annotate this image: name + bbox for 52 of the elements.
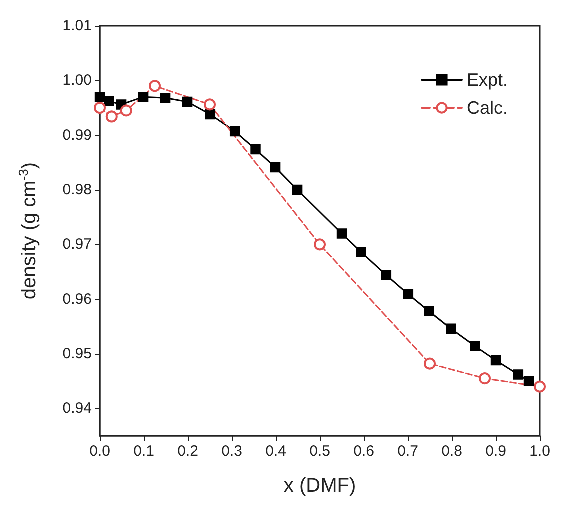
point [204, 98, 216, 111]
y-tick-label: 1.01 [62, 18, 92, 34]
point [490, 355, 502, 366]
point [94, 92, 106, 102]
y-tick-label: 0.96 [62, 290, 92, 308]
point [356, 247, 366, 258]
point [424, 358, 436, 370]
point [205, 109, 216, 120]
x-tick-label: 0.7 [398, 443, 418, 460]
point [524, 376, 534, 386]
point [250, 144, 261, 155]
point [513, 370, 524, 380]
point [149, 80, 161, 92]
point [94, 102, 106, 114]
legend-label: Calc. [466, 98, 508, 118]
x-tick-label: 0.1 [134, 443, 154, 460]
x-axis-title: x (DMF) [284, 475, 356, 497]
x-tick-label: 0.6 [354, 443, 374, 460]
x-tick-label: 0.3 [222, 443, 242, 460]
y-axis-title: density (g cm-3) [16, 162, 40, 300]
point [138, 92, 149, 102]
x-tick-label: 1.0 [530, 443, 550, 460]
x-tick-label: 0.4 [266, 443, 286, 460]
y-tick-label: 0.94 [62, 400, 92, 418]
y-tick-label: 1.00 [62, 72, 92, 90]
x-tick-label: 0.5 [310, 443, 330, 460]
point [446, 324, 456, 334]
point [403, 289, 414, 300]
point [336, 228, 348, 239]
point [230, 126, 240, 137]
point [314, 238, 326, 251]
point [120, 104, 132, 117]
point [479, 372, 491, 385]
y-tick-label: 0.98 [62, 182, 92, 198]
point [104, 96, 114, 107]
x-tick-label: 0.9 [486, 443, 506, 460]
y-tick-label: 0.95 [62, 346, 92, 362]
point [381, 270, 392, 280]
legend-label: Expt. [466, 70, 508, 90]
point [424, 306, 434, 316]
point [270, 162, 281, 173]
point [534, 380, 546, 393]
point [292, 184, 303, 196]
y-tick-label: 0.99 [62, 126, 92, 144]
point [182, 96, 193, 108]
point [106, 110, 118, 123]
point [160, 93, 171, 104]
y-tick-label: 0.97 [62, 236, 92, 254]
x-tick-label: 0.0 [90, 443, 110, 460]
point [470, 341, 480, 352]
x-tick-label: 0.8 [442, 443, 462, 460]
x-tick-label: 0.2 [178, 443, 198, 460]
